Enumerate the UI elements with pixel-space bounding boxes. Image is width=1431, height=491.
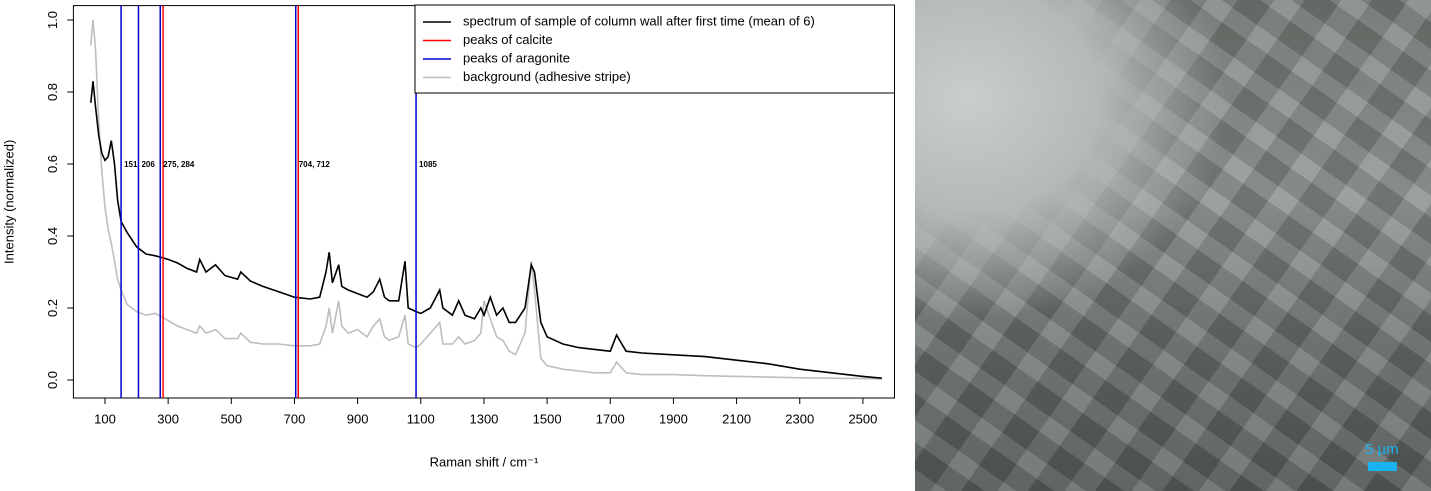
y-tick-label: 0.8 <box>45 83 60 101</box>
x-tick-label: 500 <box>220 411 242 426</box>
legend-label: background (adhesive stripe) <box>463 69 631 84</box>
x-tick-label: 900 <box>347 411 369 426</box>
y-axis-label: Intensity (normalized) <box>1 140 16 264</box>
x-tick-label: 1500 <box>533 411 562 426</box>
y-tick-label: 0.0 <box>45 371 60 389</box>
x-tick-label: 2300 <box>785 411 814 426</box>
chart: 0.0 0.2 0.4 0.6 0.8 1.0 100 300 500 700 900 1100 130… <box>1 4 895 469</box>
x-tick-label: 1300 <box>469 411 498 426</box>
peak-annotation: 1085 <box>419 160 437 169</box>
y-tick-label: 1.0 <box>45 11 60 29</box>
peak-annotation: 151 <box>124 160 138 169</box>
x-tick-label: 1700 <box>596 411 625 426</box>
x-tick-label: 1100 <box>407 411 435 426</box>
x-tick-label: 700 <box>284 411 306 426</box>
x-tick-label: 1900 <box>659 411 688 426</box>
peak-annotation: 275, 284 <box>163 160 195 169</box>
peak-annotation: 206 <box>141 160 155 169</box>
legend-label: peaks of calcite <box>463 32 553 47</box>
scale-label: 5 µm <box>1365 441 1399 458</box>
spectrum-line <box>90 81 882 379</box>
x-axis-label: Raman shift / cm⁻¹ <box>430 454 539 469</box>
x-tick-label: 2500 <box>848 411 877 426</box>
spectrum-line <box>90 19 882 380</box>
x-tick-label: 100 <box>94 411 116 426</box>
y-tick-label: 0.2 <box>45 299 60 317</box>
y-tick-label: 0.4 <box>45 227 60 245</box>
x-tick-label: 2100 <box>722 411 751 426</box>
scale-bar <box>1368 462 1397 471</box>
legend-label: peaks of aragonite <box>463 50 570 65</box>
x-tick-label: 300 <box>157 411 179 426</box>
legend-box <box>414 4 895 94</box>
micrograph: 5 µm <box>915 0 1431 491</box>
legend-label: spectrum of sample of column wall after … <box>463 13 815 28</box>
peak-annotation: 704, 712 <box>299 160 331 169</box>
y-tick-label: 0.6 <box>45 155 60 173</box>
